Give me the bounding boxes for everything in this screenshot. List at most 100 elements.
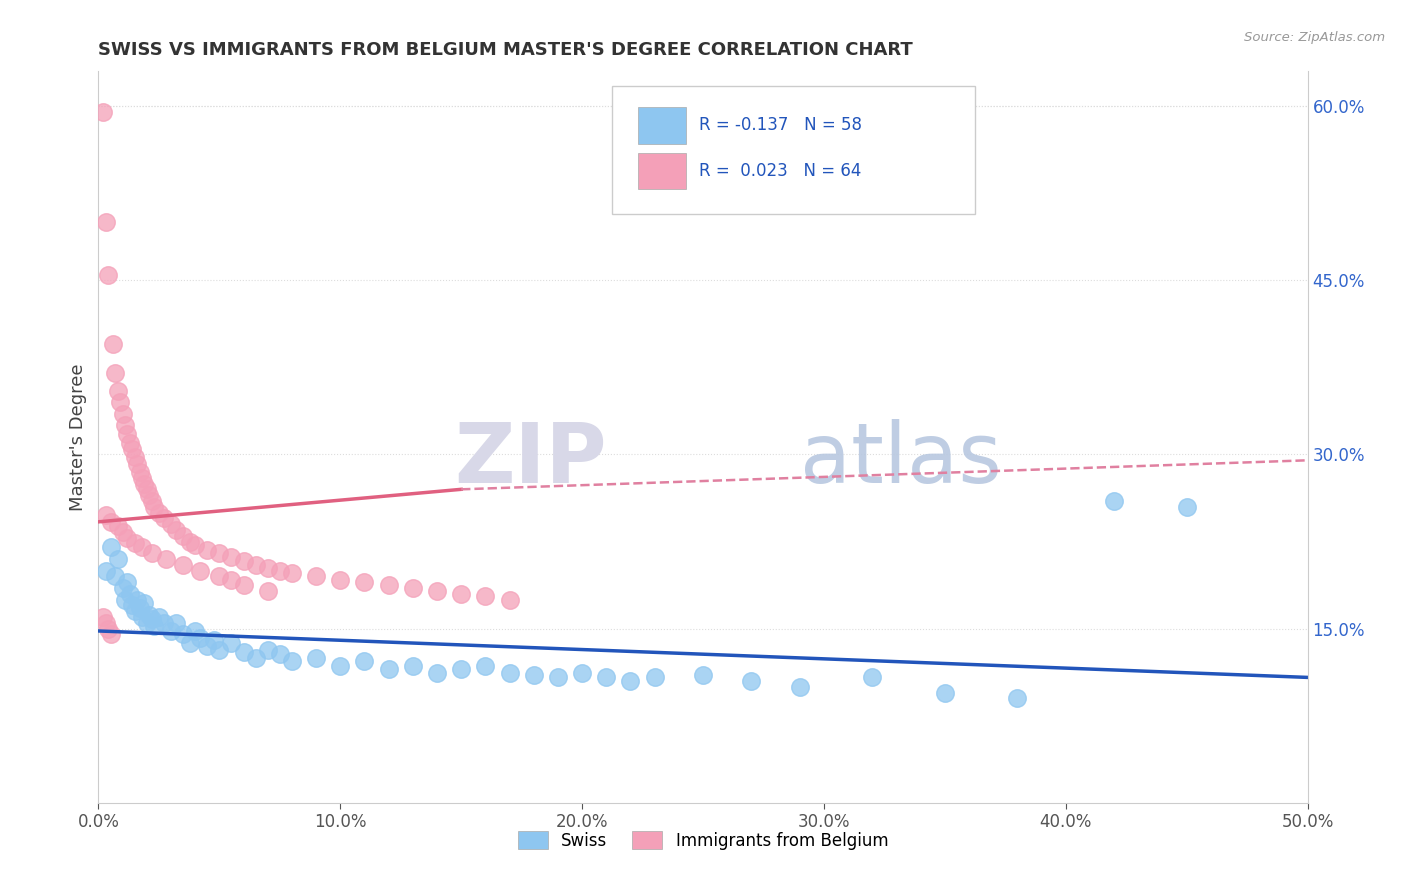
Point (619, 673, 641, 688)
Point (141, 612, 163, 626)
Point (208, 642, 231, 657)
Point (184, 624, 207, 638)
Point (269, 647, 291, 661)
Point (104, 366, 127, 380)
Point (1175, 500, 1198, 514)
Point (121, 442, 143, 456)
Point (124, 535, 146, 549)
Point (232, 577, 254, 591)
Point (402, 581, 425, 595)
Point (124, 604, 146, 618)
Point (94, 615, 117, 630)
Point (128, 465, 150, 479)
Point (377, 662, 399, 676)
Point (143, 619, 166, 633)
Legend: Swiss, Immigrants from Belgium: Swiss, Immigrants from Belgium (510, 824, 896, 856)
Point (160, 517, 183, 532)
Point (305, 650, 328, 665)
Point (117, 575, 139, 590)
Point (114, 418, 136, 433)
Point (114, 592, 136, 607)
Point (188, 631, 211, 645)
Point (281, 654, 304, 668)
Point (740, 673, 762, 688)
Point (172, 529, 194, 543)
Point (104, 569, 127, 583)
Point (101, 337, 124, 351)
Point (256, 642, 278, 657)
Point (329, 573, 352, 587)
Point (245, 558, 267, 572)
Point (141, 494, 163, 508)
Point (232, 645, 254, 659)
Text: atlas: atlas (800, 418, 1001, 500)
Point (117, 531, 139, 545)
Point (547, 670, 569, 684)
Point (474, 589, 496, 603)
Point (111, 581, 134, 595)
Point (934, 685, 956, 699)
Point (100, 541, 122, 555)
Point (91, 610, 114, 624)
Point (571, 665, 593, 680)
Point (692, 668, 714, 682)
Point (789, 680, 811, 694)
Point (94, 564, 117, 578)
Point (152, 615, 174, 630)
Point (97, 268, 120, 282)
Point (94, 215, 117, 229)
Point (498, 665, 520, 680)
Point (353, 654, 375, 668)
Point (111, 525, 134, 540)
Point (138, 607, 160, 622)
Point (107, 384, 129, 398)
FancyBboxPatch shape (638, 107, 686, 144)
Point (97, 622, 120, 636)
Text: R =  0.023   N = 64: R = 0.023 N = 64 (699, 161, 862, 180)
Point (1007, 691, 1029, 706)
Point (152, 511, 174, 525)
Point (121, 599, 143, 613)
Point (134, 596, 156, 610)
Point (111, 407, 134, 421)
Point (155, 552, 177, 566)
Point (100, 515, 122, 529)
Point (474, 658, 496, 673)
Point (281, 566, 304, 580)
Point (195, 639, 218, 653)
Point (377, 577, 399, 591)
Point (118, 587, 141, 601)
Point (165, 523, 187, 537)
Point (118, 436, 141, 450)
Text: R = -0.137   N = 58: R = -0.137 N = 58 (699, 117, 862, 135)
Point (232, 554, 254, 568)
Point (256, 584, 278, 599)
FancyBboxPatch shape (638, 153, 686, 189)
Point (138, 488, 160, 502)
Point (188, 564, 211, 578)
Point (860, 670, 883, 684)
Text: ZIP: ZIP (454, 418, 606, 500)
Point (402, 658, 425, 673)
Point (135, 615, 157, 630)
Point (269, 564, 291, 578)
Point (172, 627, 194, 641)
Point (117, 426, 139, 441)
FancyBboxPatch shape (613, 86, 976, 214)
Point (184, 538, 207, 552)
Point (1102, 494, 1125, 508)
Point (131, 541, 153, 555)
Point (94, 508, 117, 522)
Point (127, 457, 149, 471)
Point (107, 519, 129, 533)
Point (204, 633, 226, 648)
Point (305, 569, 328, 583)
Point (128, 600, 150, 615)
Text: SWISS VS IMMIGRANTS FROM BELGIUM MASTER'S DEGREE CORRELATION CHART: SWISS VS IMMIGRANTS FROM BELGIUM MASTER'… (98, 41, 912, 59)
Point (148, 506, 170, 520)
Point (134, 476, 156, 491)
Point (426, 584, 449, 599)
Point (245, 650, 267, 665)
Point (256, 561, 278, 575)
Point (195, 542, 218, 557)
